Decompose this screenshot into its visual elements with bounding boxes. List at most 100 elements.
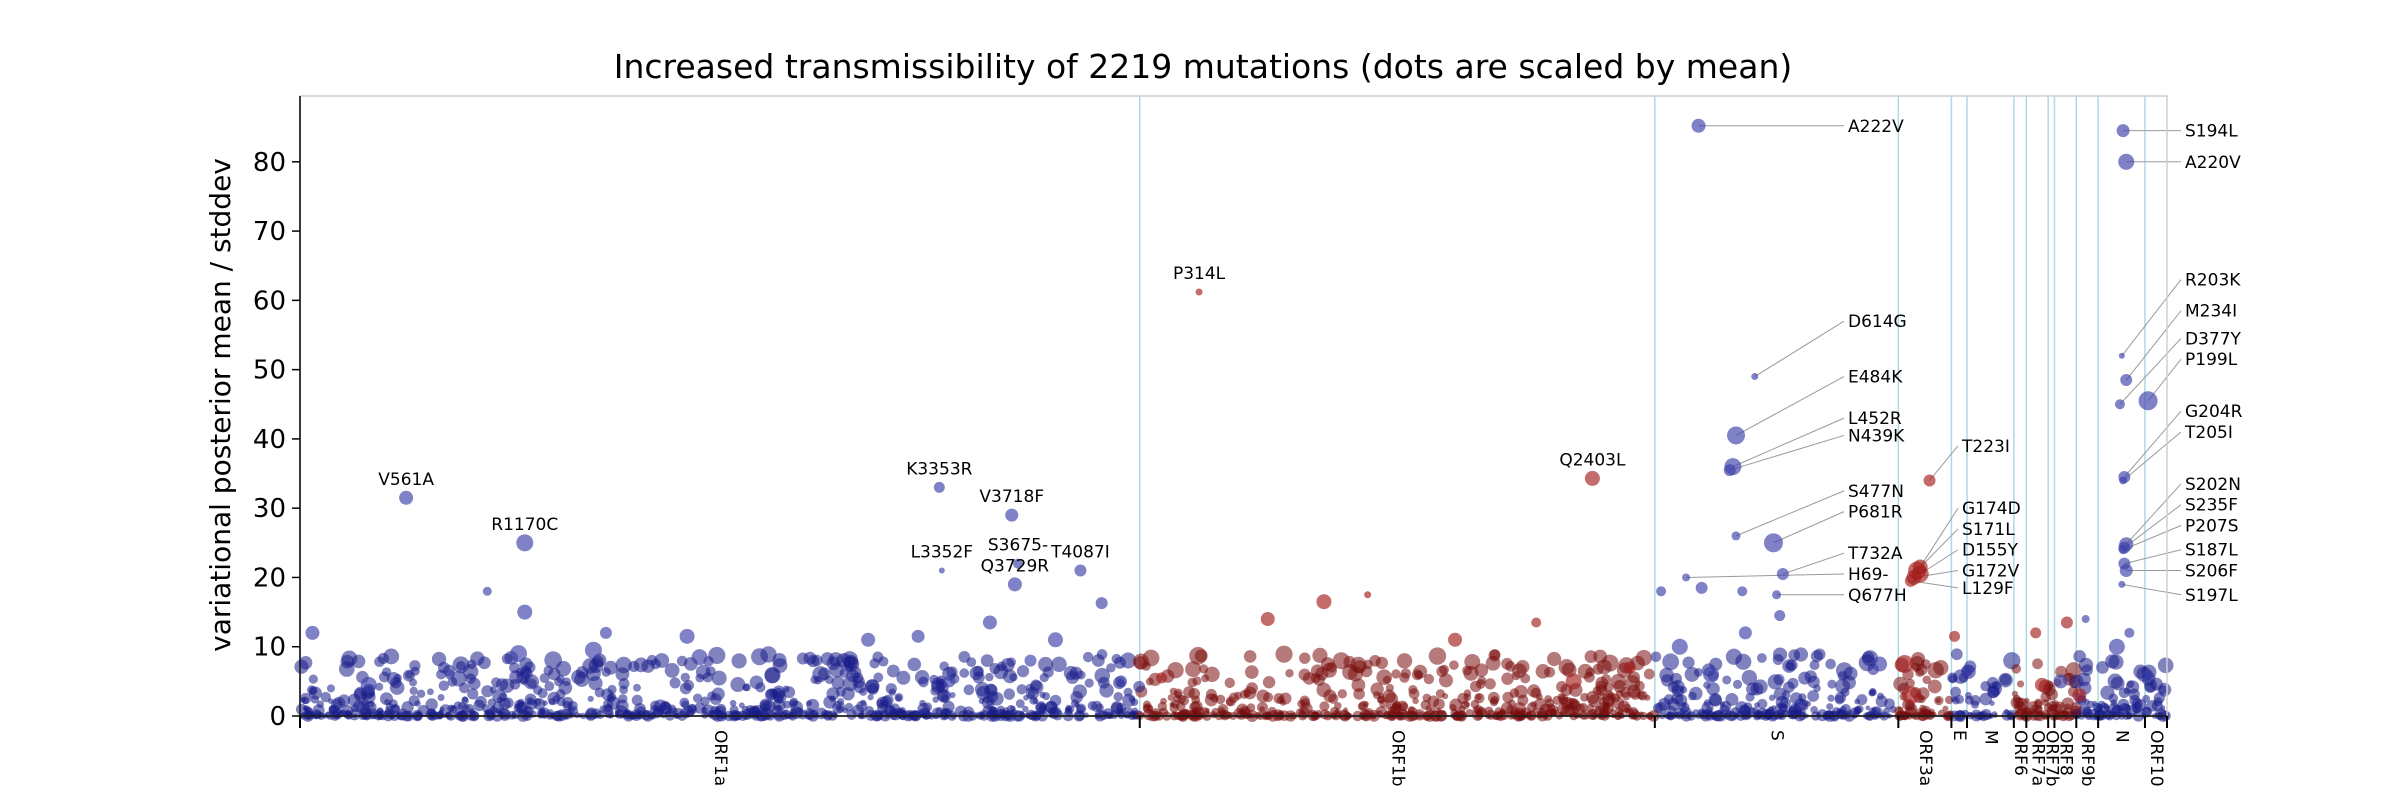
background-dot [437,694,445,702]
background-dot [1584,650,1598,664]
data-point [2034,677,2049,692]
background-dot [865,679,880,694]
background-dot [1745,692,1755,702]
background-dot [1709,694,1723,707]
background-dot [1980,709,1992,721]
background-dot [633,657,649,673]
background-dot [1006,657,1016,667]
background-dot [1732,679,1743,689]
background-dot [1825,658,1836,670]
background-dot [1315,667,1329,681]
background-dot [1869,687,1877,695]
background-dot [1807,690,1820,702]
annotation-leader-line [1729,434,1845,471]
background-dot [1123,711,1131,719]
background-dot [2142,694,2151,703]
background-dot [1689,686,1703,701]
background-dot [1275,645,1293,663]
y-tick-label: 0 [269,702,286,732]
background-dot [1102,708,1114,720]
data-point [1949,630,1961,642]
data-point-p199l [2138,391,2158,411]
gene-label: M [1980,730,2000,745]
data-point-q2403l [1584,470,1600,486]
data-point-r1170c [516,534,534,552]
background-dot [1624,675,1641,691]
background-dot [1449,660,1459,670]
point-annotation: S187L [2185,541,2238,561]
gene-label: ORF10 [2146,730,2166,787]
data-point [360,676,377,693]
background-dot [1637,690,1648,701]
point-annotation: G204R [2185,402,2243,422]
background-dot [885,683,897,695]
background-dot [1463,665,1479,681]
background-dot [377,652,389,665]
background-dot [985,672,994,682]
background-dot [873,672,884,683]
annotation-leader-line [2125,483,2182,545]
background-dot [710,705,719,714]
background-dot [1527,702,1537,712]
background-dot [2157,657,2174,674]
background-dot [389,680,405,695]
background-dot [614,709,625,719]
background-dot [1215,694,1226,705]
background-dot [367,708,379,720]
data-point [861,632,876,647]
background-dot [1942,705,1949,712]
background-dot [1757,698,1768,710]
gene-label: ORF7a [2027,730,2047,786]
background-dot [481,685,494,698]
background-dot [1463,689,1472,698]
y-tick-label: 60 [253,286,286,316]
background-dot [914,669,930,685]
background-dot [310,695,320,704]
background-dot [921,710,932,720]
data-point [1901,686,1920,705]
background-dot [2131,698,2143,709]
background-dot [1217,703,1229,715]
data-point [1565,673,1582,690]
background-dot [1422,693,1432,703]
background-dot [1515,660,1530,674]
background-dot [1256,701,1268,713]
background-dot [1022,705,1029,713]
gene-label: ORF3a [1915,730,1935,786]
background-dot [1353,688,1365,700]
background-dot [692,693,703,703]
data-point [943,675,956,688]
background-dot [1029,696,1038,705]
annotation-leader-line [1754,320,1845,377]
background-dot [1358,700,1369,711]
background-dot [1988,681,2003,696]
data-point [1895,655,1914,674]
background-dot [782,700,791,709]
background-dot [1662,653,1680,671]
point-annotation: D155Y [1962,541,2019,561]
data-point-e484k [1727,426,1746,445]
background-dot [384,699,390,705]
background-dot [1599,707,1609,717]
background-dot [1435,689,1445,699]
background-dot [1703,699,1712,707]
background-dot [2157,682,2172,697]
background-dot [1099,683,1114,698]
background-dot [1950,686,1961,698]
gene-boundary-lines [1139,96,2146,716]
annotation-leader-line [1773,511,1845,544]
background-dot [1262,676,1276,689]
background-dot [1781,709,1788,716]
background-dot [1950,696,1957,702]
background-dot [1509,710,1519,720]
background-dot [375,682,384,691]
point-annotations: V561A R1170C K3353R L3352F V3718F S3675-Q3729… [378,117,2242,606]
point-annotation: L129F [1962,579,2014,599]
background-dot [1170,699,1180,709]
background-dot [1786,659,1798,671]
background-dot [1015,699,1025,708]
background-dot [1635,649,1652,666]
data-point-s3675 [1013,558,1024,569]
background-dot [2032,658,2043,670]
y-tick-label: 70 [253,217,286,247]
